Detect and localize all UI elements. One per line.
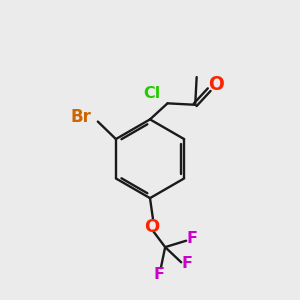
Text: Cl: Cl bbox=[144, 85, 161, 100]
Text: F: F bbox=[182, 256, 193, 271]
Text: O: O bbox=[208, 75, 224, 94]
Text: F: F bbox=[187, 231, 197, 246]
Text: Br: Br bbox=[70, 108, 91, 126]
Text: O: O bbox=[144, 218, 159, 236]
Text: F: F bbox=[154, 267, 165, 282]
